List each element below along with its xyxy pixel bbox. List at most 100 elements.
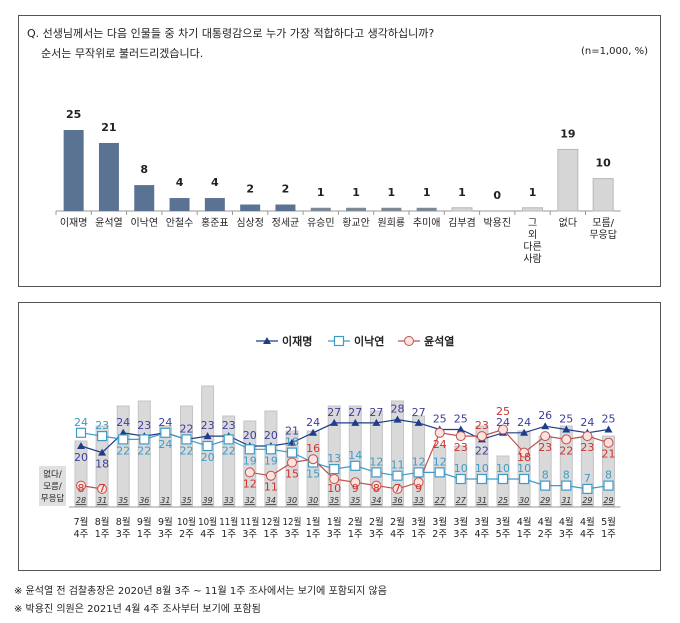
x-tick-label: 3주 xyxy=(116,529,131,540)
bar-value-label: 1 xyxy=(423,186,431,199)
data-label: 8 xyxy=(605,469,612,482)
x-tick-label: 1주 xyxy=(264,529,279,540)
data-label: 10 xyxy=(475,462,489,475)
bar-value-label: 1 xyxy=(352,186,360,199)
x-tick-label: 12월 xyxy=(261,516,280,528)
data-label: 24 xyxy=(158,438,172,451)
footnote-1: ※ 윤석열 전 검찰총장은 2020년 8월 3주 ~ 11월 1주 조사에서는… xyxy=(14,586,387,597)
bar-원희룡 xyxy=(381,207,402,211)
bar-value-label: 4 xyxy=(211,176,219,189)
x-tick-label: 3월 xyxy=(475,516,490,528)
sample-size: (n=1,000, %) xyxy=(580,46,648,57)
category-label: 모름/ xyxy=(592,217,614,229)
data-label: 8 xyxy=(78,482,85,495)
x-tick-label: 3주 xyxy=(158,529,173,540)
no-answer-bar xyxy=(180,405,193,507)
bar-value-label: 2 xyxy=(246,183,254,196)
no-answer-value: 30 xyxy=(308,496,318,505)
category-label: 정세균 xyxy=(272,217,300,229)
x-tick-label: 4주 xyxy=(390,529,405,540)
data-point xyxy=(286,447,298,458)
x-tick-label: 8월 xyxy=(116,516,131,528)
data-label: 24 xyxy=(116,416,130,429)
data-label: 8 xyxy=(542,469,549,482)
trend-panel: 이재명 이낙연 윤석열 28 31 35 36 31 35 39 33 32 34 30 30 35 35 34 3… xyxy=(18,302,661,571)
data-label: 15 xyxy=(306,468,320,481)
no-answer-label-box xyxy=(39,466,66,506)
data-point xyxy=(497,473,509,485)
data-point xyxy=(540,431,551,442)
bar-윤석열 xyxy=(98,142,119,211)
data-label: 23 xyxy=(538,441,552,454)
data-point xyxy=(350,477,361,488)
no-answer-bar xyxy=(74,440,88,507)
data-label: 27 xyxy=(348,406,362,419)
no-answer-label: 모름/ xyxy=(43,482,62,492)
data-point xyxy=(392,470,403,481)
x-tick-label: 10월 xyxy=(198,516,217,528)
data-label: 12 xyxy=(369,455,383,468)
x-tick-label: 4주 xyxy=(580,529,595,540)
data-label: 11 xyxy=(391,459,405,472)
x-tick-label: 2월 xyxy=(369,516,384,528)
no-answer-value: 32 xyxy=(245,496,255,505)
data-point xyxy=(223,434,234,445)
data-point xyxy=(371,480,382,491)
data-label: 23 xyxy=(454,441,468,454)
legend-label-0: 이재명 xyxy=(282,334,312,348)
no-answer-value: 35 xyxy=(181,496,191,505)
bar-그 외 다른 사람 xyxy=(522,207,544,212)
no-answer-value: 27 xyxy=(435,496,446,505)
legend-marker xyxy=(333,335,345,347)
data-point xyxy=(413,477,424,488)
bar-value-label: 4 xyxy=(176,176,184,189)
bar-안철수 xyxy=(169,198,190,211)
data-point xyxy=(97,483,108,494)
data-label: 13 xyxy=(327,452,341,465)
data-label: 7 xyxy=(99,482,106,495)
x-tick-label: 1주 xyxy=(306,529,321,540)
data-label: 10 xyxy=(496,462,510,475)
category-label: 원희룡 xyxy=(378,217,406,229)
no-answer-value: 31 xyxy=(160,496,170,505)
data-label: 20 xyxy=(243,429,257,442)
data-label: 24 xyxy=(580,416,594,429)
x-tick-label: 11월 xyxy=(219,516,238,528)
category-label: 홍준표 xyxy=(201,216,229,229)
bar-모름/ 무응답 xyxy=(592,178,614,212)
bar-없다 xyxy=(557,148,579,212)
x-tick-label: 12월 xyxy=(283,516,302,528)
legend-label-1: 이낙연 xyxy=(354,334,384,348)
data-point xyxy=(434,467,445,478)
x-tick-label: 1주 xyxy=(221,529,236,540)
data-point xyxy=(287,457,297,468)
no-answer-bar xyxy=(475,425,489,507)
category-label: 이재명 xyxy=(60,217,88,229)
data-label: 19 xyxy=(264,454,278,467)
data-point xyxy=(456,425,465,433)
no-answer-label: 없다/ xyxy=(43,470,62,480)
data-label: 23 xyxy=(201,419,215,432)
bar-value-label: 1 xyxy=(317,186,325,199)
x-tick-label: 1월 xyxy=(306,516,321,528)
data-label: 28 xyxy=(391,403,405,416)
data-label: 11 xyxy=(264,481,278,494)
bar-chart: 25 이재명 21 윤석열 8 이낙연 4 안철수 4 홍준표 2 심상정 2 정세균 1 유승민 1 황교안 1 원… xyxy=(55,108,621,265)
data-point xyxy=(540,480,551,491)
no-answer-value: 30 xyxy=(519,496,529,505)
category-label: 윤석열 xyxy=(95,217,123,229)
legend-label-2: 윤석열 xyxy=(424,334,454,348)
data-label: 15 xyxy=(285,468,299,481)
data-label: 22 xyxy=(559,444,573,457)
no-answer-value: 31 xyxy=(477,496,487,505)
no-answer-value: 36 xyxy=(392,496,402,505)
category-label: 이낙연 xyxy=(130,217,158,229)
no-answer-value: 27 xyxy=(456,496,467,505)
bar-value-label: 8 xyxy=(140,163,148,176)
legend-marker xyxy=(263,337,271,344)
bar-유승민 xyxy=(310,207,331,211)
category-label: 유승민 xyxy=(307,217,335,229)
data-label: 20 xyxy=(264,429,278,442)
data-point xyxy=(76,480,86,491)
x-tick-label: 7월 xyxy=(74,516,89,528)
